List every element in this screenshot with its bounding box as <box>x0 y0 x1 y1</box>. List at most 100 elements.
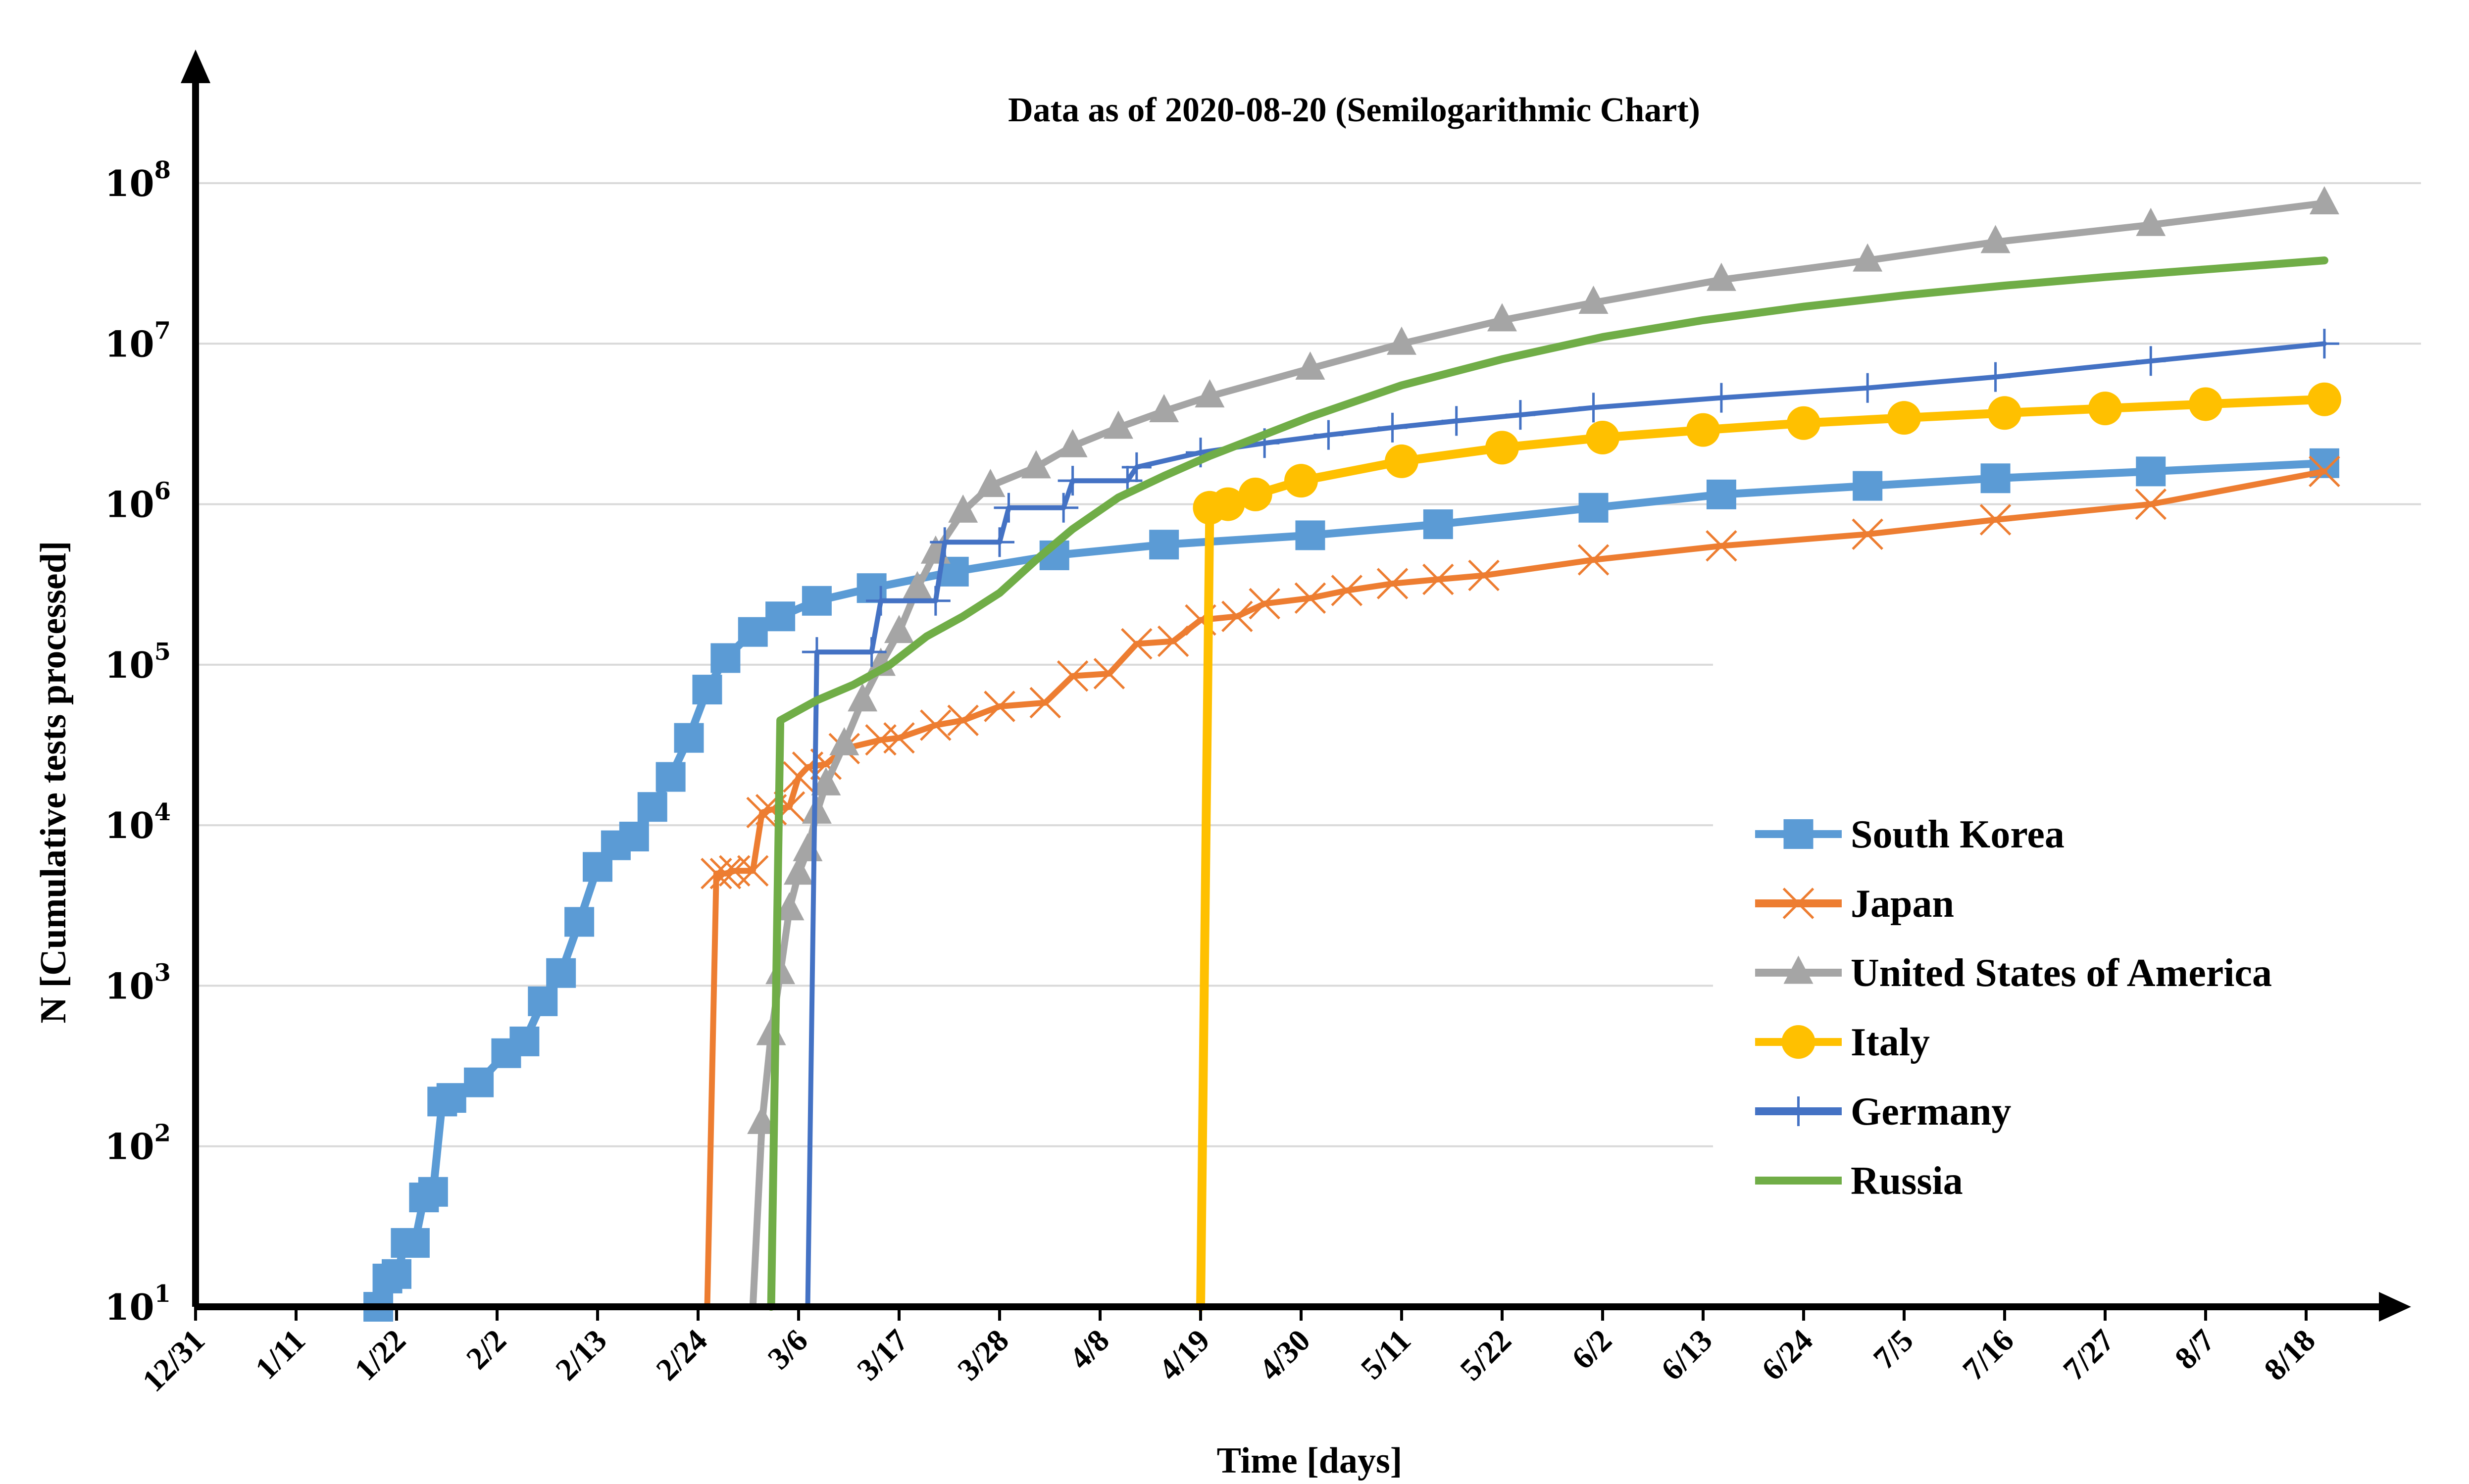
legend-item: Germany <box>1755 1090 2011 1134</box>
data-point <box>2309 329 2339 359</box>
data-point <box>1058 429 1088 457</box>
data-point <box>737 855 769 887</box>
data-point <box>902 571 932 599</box>
axes <box>181 49 2411 1322</box>
data-point <box>1980 463 2011 494</box>
data-point <box>756 1017 786 1045</box>
x-tick-label: 5/11 <box>1354 1323 1417 1386</box>
chart-title: Data as of 2020-08-20 (Semilogarithmic C… <box>1008 91 1700 129</box>
data-point <box>883 722 915 754</box>
y-tick-label: 104 <box>104 798 171 846</box>
data-point <box>829 727 859 755</box>
data-point <box>930 527 960 557</box>
data-point <box>1979 504 2012 536</box>
data-point <box>1221 600 1253 633</box>
x-tick-label: 3/17 <box>850 1323 915 1387</box>
x-tick-label: 1/11 <box>249 1323 312 1386</box>
data-point <box>1441 406 1471 436</box>
y-axis-label: N [Cumulative tests processed] <box>33 541 74 1024</box>
legend-item: Italy <box>1755 1021 1930 1064</box>
x-tick-label: 5/22 <box>1453 1323 1518 1387</box>
x-tick-label: 7/27 <box>2056 1323 2121 1387</box>
data-point <box>1781 1025 1815 1059</box>
data-point <box>637 792 667 822</box>
data-point <box>2309 455 2340 488</box>
data-point <box>784 856 813 885</box>
data-point <box>793 833 823 861</box>
x-tick-label: 6/24 <box>1755 1323 1819 1387</box>
series-germany <box>802 329 2339 1309</box>
legend-label: Italy <box>1851 1021 1930 1064</box>
legend-item: United States of America <box>1755 951 2272 995</box>
data-point <box>1577 544 1610 576</box>
legend-label: South Korea <box>1851 813 2065 856</box>
data-point <box>1195 379 1225 408</box>
data-point <box>692 675 722 705</box>
x-axis-arrow <box>2379 1292 2411 1322</box>
data-point <box>1121 452 1152 482</box>
data-point <box>746 796 778 829</box>
data-point <box>710 643 741 673</box>
legend-label: Russia <box>1851 1159 1963 1203</box>
data-point <box>975 469 1006 497</box>
x-tick-label: 8/7 <box>2168 1323 2221 1376</box>
data-point <box>2135 488 2167 520</box>
data-point <box>2136 207 2166 236</box>
data-point <box>1284 464 1318 498</box>
data-point <box>1103 410 1133 439</box>
data-point <box>1706 530 1737 562</box>
x-tick-label: 6/2 <box>1565 1323 1618 1376</box>
y-tick-label: 102 <box>104 1120 171 1168</box>
data-point <box>802 637 832 667</box>
data-point <box>400 1228 430 1258</box>
data-point <box>709 857 742 890</box>
data-point <box>1149 530 1179 560</box>
data-point <box>2088 392 2122 426</box>
data-point <box>2307 382 2341 416</box>
legend-item: South Korea <box>1755 813 2065 856</box>
legend-label: United States of America <box>1851 951 2272 995</box>
data-point <box>1058 466 1088 496</box>
data-point <box>747 1105 777 1134</box>
data-point <box>866 586 896 616</box>
series-line <box>704 468 2327 1310</box>
y-tick-label: 103 <box>104 959 171 1007</box>
data-point <box>1387 326 1416 355</box>
legend-item: Russia <box>1755 1159 1963 1203</box>
data-point <box>947 704 979 737</box>
legend: South Korea Japan United States of America… <box>1755 813 2272 1203</box>
legend-label: Germany <box>1851 1090 2011 1134</box>
series-line <box>1196 395 2329 1311</box>
series-united-states-of-america <box>747 186 2339 1310</box>
legend-item: Japan <box>1755 882 1954 926</box>
data-point <box>528 986 558 1016</box>
data-point <box>1249 588 1280 620</box>
x-tick-label: 7/5 <box>1866 1323 1920 1376</box>
data-point <box>738 617 768 647</box>
y-tick-label: 108 <box>104 156 171 204</box>
x-tick-label: 4/19 <box>1152 1323 1216 1387</box>
data-point <box>1422 563 1454 595</box>
x-tick-label: 3/28 <box>951 1323 1015 1387</box>
series-layer <box>363 186 2341 1322</box>
data-point <box>985 527 1014 557</box>
data-point <box>464 1067 494 1097</box>
data-point <box>2309 186 2339 215</box>
data-point <box>382 1259 411 1289</box>
data-point <box>674 723 704 753</box>
x-tick-label: 3/6 <box>761 1323 814 1376</box>
data-point <box>1783 955 1814 984</box>
data-point <box>1294 582 1326 614</box>
y-axis-arrow <box>181 49 210 83</box>
x-tick-label: 12/31 <box>136 1323 211 1398</box>
data-point <box>1149 394 1179 423</box>
data-point <box>1505 400 1535 430</box>
data-point <box>1706 262 1736 291</box>
data-point <box>765 601 796 632</box>
data-point <box>1029 687 1061 719</box>
data-point <box>546 958 576 988</box>
x-tick-label: 7/16 <box>1956 1323 2020 1387</box>
data-point <box>1853 471 1883 501</box>
data-point <box>1787 406 1820 440</box>
